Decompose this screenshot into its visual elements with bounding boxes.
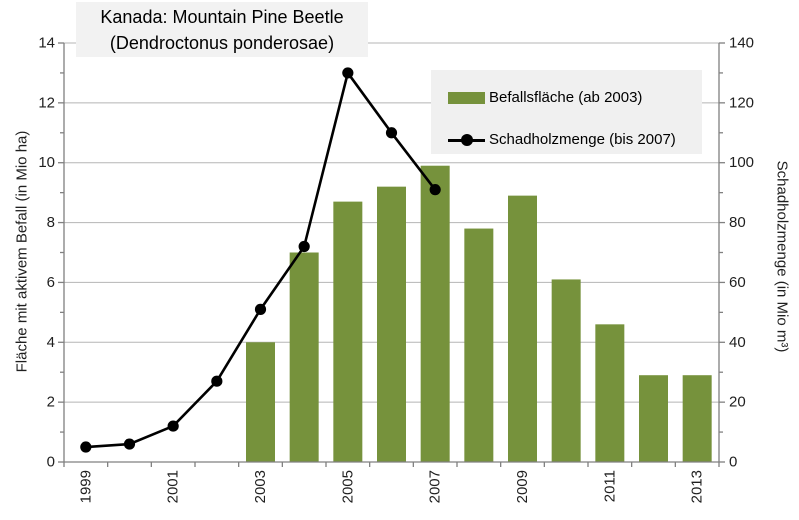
bar-2011	[595, 324, 625, 462]
bar-2007	[420, 165, 450, 462]
left-tick-label-12: 12	[38, 94, 55, 111]
right-tick-label-20: 20	[729, 394, 746, 411]
bar-2004	[289, 252, 319, 462]
bar-2005	[333, 201, 363, 462]
marker-2001	[167, 420, 179, 432]
left-tick-label-2: 2	[47, 394, 55, 411]
right-tick-label-100: 100	[729, 154, 754, 171]
line-sample-marker	[461, 133, 473, 146]
right-axis-title: Schadholzmenge (in Mio m³)	[773, 160, 791, 353]
right-tick-label-40: 40	[729, 334, 746, 351]
bar-2006	[377, 186, 406, 462]
right-tick-label-80: 80	[729, 214, 746, 231]
x-tick-label-2011: 2011	[601, 470, 618, 502]
legend-entry-bar: Befallsfläche (ab 2003)	[448, 83, 702, 112]
legend-entry-line: Schadholzmenge (bis 2007)	[448, 125, 702, 154]
line-series-swatch	[448, 133, 485, 146]
chart-title: Kanada: Mountain Pine Beetle (Dendrocton…	[76, 2, 368, 57]
marker-2003	[254, 303, 267, 315]
bar-2003	[246, 342, 275, 462]
marker-2005	[342, 67, 354, 79]
bar-2009	[508, 195, 537, 462]
left-tick-label-8: 8	[47, 214, 55, 231]
x-tick-label-2001: 2001	[165, 470, 182, 503]
left-tick-label-6: 6	[47, 274, 55, 291]
x-tick-label-2005: 2005	[339, 470, 356, 503]
right-tick-label-120: 120	[729, 94, 754, 111]
bar-series-swatch	[448, 91, 485, 104]
marker-1999	[80, 441, 92, 453]
left-tick-label-0: 0	[47, 454, 55, 471]
x-tick-label-2013: 2013	[689, 470, 706, 503]
bar-2010	[551, 279, 581, 462]
chart-title-line1: Kanada: Mountain Pine Beetle	[100, 7, 344, 27]
marker-2002	[211, 375, 223, 387]
marker-2004	[298, 240, 310, 253]
x-tick-label-2003: 2003	[252, 470, 269, 503]
x-tick-label-2007: 2007	[427, 470, 444, 503]
left-tick-label-14: 14	[38, 35, 55, 52]
marker-2006	[385, 127, 398, 139]
marker-2000	[123, 438, 136, 450]
left-tick-label-4: 4	[47, 334, 55, 351]
legend: Befallsfläche (ab 2003) Schadholzmenge (…	[431, 70, 702, 154]
legend-label-line: Schadholzmenge (bis 2007)	[489, 131, 676, 148]
left-axis-title: Fläche mit aktivem Befall (in Mio ha)	[13, 130, 31, 373]
bar-2008	[464, 228, 494, 462]
right-tick-label-0: 0	[729, 454, 737, 471]
bar-2013	[682, 375, 712, 462]
right-tick-label-140: 140	[729, 35, 754, 52]
bar-2012	[639, 375, 668, 462]
x-tick-label-1999: 1999	[77, 470, 94, 503]
right-tick-label-60: 60	[729, 274, 746, 291]
chart-title-line2: (Dendroctonus ponderosae)	[109, 33, 335, 53]
x-tick-label-2009: 2009	[514, 470, 531, 503]
left-tick-label-10: 10	[38, 154, 55, 171]
legend-label-bar: Befallsfläche (ab 2003)	[489, 89, 643, 106]
marker-2007	[429, 184, 441, 196]
